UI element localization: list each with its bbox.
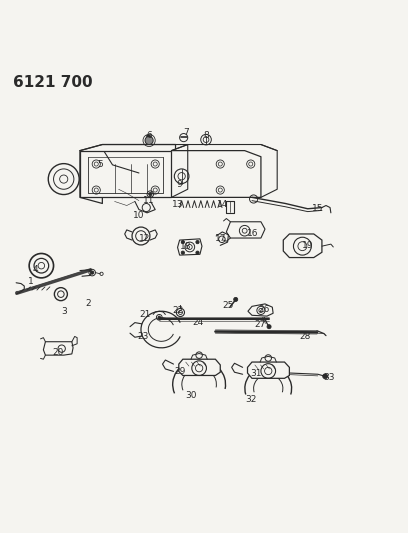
Text: 6121 700: 6121 700 <box>13 75 93 90</box>
Polygon shape <box>43 342 73 355</box>
Polygon shape <box>179 359 220 375</box>
Circle shape <box>234 297 238 302</box>
Text: 12: 12 <box>140 235 151 244</box>
Text: 18: 18 <box>180 243 191 252</box>
Text: 19: 19 <box>302 241 313 250</box>
Text: 6: 6 <box>146 131 152 140</box>
Polygon shape <box>283 234 322 257</box>
Text: 22: 22 <box>172 306 183 315</box>
Text: 7: 7 <box>183 128 188 137</box>
Text: 15: 15 <box>312 204 324 213</box>
Text: 28: 28 <box>299 332 310 341</box>
Text: 26: 26 <box>259 305 270 314</box>
Polygon shape <box>248 362 289 378</box>
Text: 3: 3 <box>61 306 67 316</box>
Text: 33: 33 <box>324 373 335 382</box>
Text: 9: 9 <box>177 180 182 189</box>
Text: 10: 10 <box>133 211 145 220</box>
Circle shape <box>91 271 94 274</box>
Text: 23: 23 <box>137 332 149 341</box>
Text: 27: 27 <box>255 320 266 329</box>
Text: 13: 13 <box>172 200 183 209</box>
Text: 29: 29 <box>174 367 185 376</box>
Text: 5: 5 <box>98 159 103 168</box>
Text: 2: 2 <box>85 300 91 309</box>
Text: 24: 24 <box>192 318 204 327</box>
Circle shape <box>158 316 160 319</box>
Circle shape <box>181 240 184 244</box>
Circle shape <box>267 325 271 329</box>
Circle shape <box>149 192 152 196</box>
Polygon shape <box>177 239 202 255</box>
Polygon shape <box>248 304 273 316</box>
Text: 1: 1 <box>28 278 34 286</box>
Circle shape <box>196 240 199 244</box>
Text: 14: 14 <box>217 200 228 209</box>
Text: 32: 32 <box>245 395 257 405</box>
Text: 21: 21 <box>140 310 151 319</box>
Text: 31: 31 <box>250 368 262 377</box>
Polygon shape <box>80 151 171 197</box>
Circle shape <box>181 251 184 254</box>
Text: 20: 20 <box>52 348 63 357</box>
Circle shape <box>196 251 199 254</box>
Text: 25: 25 <box>223 301 234 310</box>
Text: 8: 8 <box>203 131 209 140</box>
Circle shape <box>323 374 328 379</box>
Text: 11: 11 <box>143 196 155 205</box>
Text: 30: 30 <box>185 391 197 400</box>
Circle shape <box>145 136 153 144</box>
Text: 16: 16 <box>247 229 259 238</box>
Polygon shape <box>226 222 265 238</box>
Text: 4: 4 <box>33 265 38 274</box>
Text: 17: 17 <box>215 233 226 243</box>
